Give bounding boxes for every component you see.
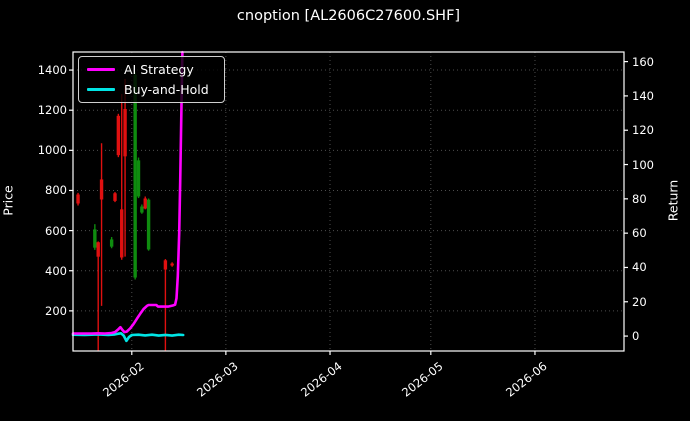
chart-title: cnoption [AL2606C27600.SHF]: [236, 8, 461, 24]
return-tick-label: 0: [632, 329, 640, 344]
price-tick-label: 1000: [37, 143, 67, 158]
legend-item-ai-strategy: AI Strategy: [87, 59, 216, 79]
candle-body: [146, 199, 151, 250]
return-tick-label: 80: [632, 191, 647, 206]
ai-strategy-line-swatch: [87, 67, 115, 71]
price-tick-label: 200: [45, 303, 67, 318]
price-tick-label: 1400: [37, 63, 67, 78]
price-tick-label: 400: [45, 263, 67, 278]
return-tick-label: 100: [632, 157, 654, 172]
buy-and-hold-line-swatch: [87, 88, 115, 92]
candle-body: [76, 194, 80, 204]
price-tick-label: 1200: [37, 103, 67, 118]
legend-item-buy-and-hold: Buy-and-Hold: [87, 80, 216, 100]
candle-body: [163, 260, 168, 270]
candle-body: [140, 206, 144, 213]
candle-body: [113, 193, 117, 201]
price-tick-label: 800: [45, 183, 67, 198]
return-tick-label: 120: [632, 123, 654, 138]
return-tick-label: 40: [632, 260, 647, 275]
candle-body: [136, 160, 141, 197]
candle-body: [170, 263, 174, 266]
return-tick-label: 20: [632, 294, 647, 309]
return-tick-label: 60: [632, 226, 647, 241]
candle-body: [116, 115, 121, 156]
price-tick-label: 600: [45, 223, 67, 238]
candle-body: [99, 179, 104, 200]
candle-body: [96, 242, 100, 257]
plot-border: [72, 51, 625, 352]
legend-label-buy-and-hold: Buy-and-Hold: [124, 82, 209, 98]
candle-body: [133, 74, 137, 278]
ai-strategy-line: [71, 50, 184, 335]
candle-body: [143, 198, 147, 209]
candle-body: [93, 229, 97, 248]
buy-and-hold-line: [71, 331, 185, 343]
return-tick-label: 160: [632, 54, 654, 69]
candle-body: [120, 209, 124, 258]
return-tick-label: 140: [632, 88, 654, 103]
legend-label-ai-strategy: AI Strategy: [124, 61, 194, 77]
candle-body: [123, 108, 127, 157]
candle-body: [109, 239, 114, 247]
legend: AI Strategy Buy-and-Hold: [78, 56, 225, 103]
